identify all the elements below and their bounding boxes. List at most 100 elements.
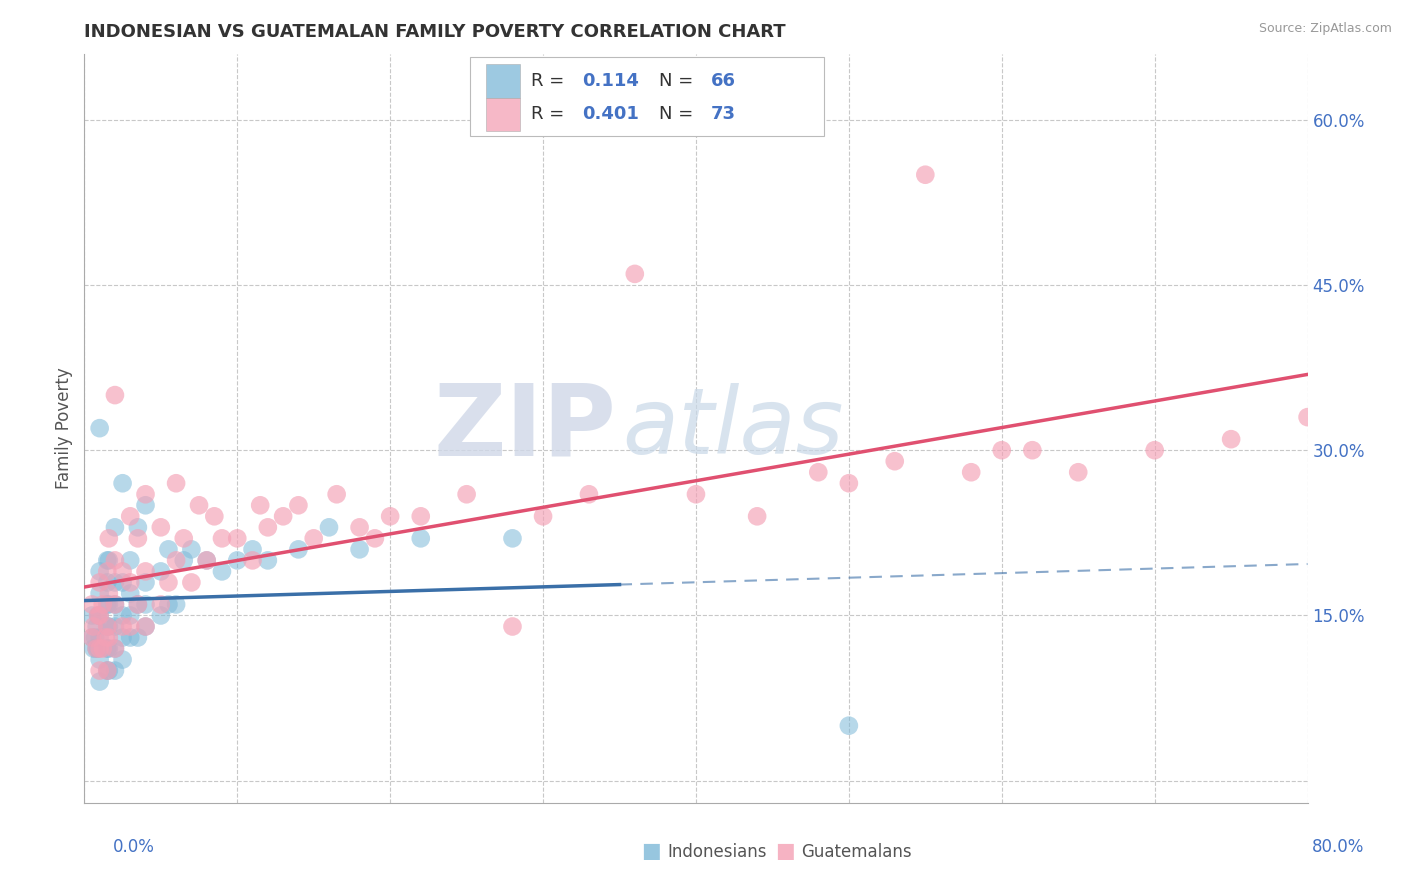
Point [1296, 410, 1319, 425]
Text: INDONESIAN VS GUATEMALAN FAMILY POVERTY CORRELATION CHART: INDONESIAN VS GUATEMALAN FAMILY POVERTY … [84, 23, 786, 41]
Point [195, 553, 218, 567]
Point [96, 553, 118, 567]
Point [211, 565, 233, 579]
Point [91, 641, 114, 656]
Text: Indonesians: Indonesians [668, 843, 768, 861]
Point [180, 575, 202, 590]
Point [135, 598, 157, 612]
Point [80, 608, 103, 623]
Point [287, 542, 309, 557]
Point [104, 641, 127, 656]
Point [531, 509, 554, 524]
Point [120, 509, 142, 524]
Point [104, 553, 127, 567]
FancyBboxPatch shape [485, 97, 520, 131]
Point [80, 631, 103, 645]
Text: Source: ZipAtlas.com: Source: ZipAtlas.com [1258, 22, 1392, 36]
Point [104, 641, 127, 656]
Point [94, 631, 117, 645]
Point [173, 532, 195, 546]
Point [104, 388, 127, 402]
Point [135, 619, 157, 633]
Text: ■: ■ [641, 841, 661, 861]
Point [1143, 443, 1166, 458]
Point [180, 542, 202, 557]
Text: 0.114: 0.114 [582, 72, 640, 90]
Point [87, 608, 110, 623]
Point [456, 487, 478, 501]
Point [120, 575, 142, 590]
Point [89, 421, 111, 435]
Point [135, 565, 157, 579]
Text: 73: 73 [710, 105, 735, 123]
Point [89, 674, 111, 689]
FancyBboxPatch shape [485, 64, 520, 98]
Point [257, 520, 280, 534]
Text: N =: N = [659, 72, 699, 90]
Point [127, 532, 149, 546]
Point [302, 532, 325, 546]
Point [96, 664, 118, 678]
Point [83, 641, 105, 656]
Point [188, 498, 211, 512]
Point [96, 575, 118, 590]
Point [89, 586, 111, 600]
Point [120, 631, 142, 645]
Point [202, 509, 225, 524]
Point [349, 520, 371, 534]
Point [120, 619, 142, 633]
Point [249, 498, 271, 512]
Point [502, 532, 524, 546]
Point [135, 487, 157, 501]
Point [242, 553, 264, 567]
Point [80, 598, 103, 612]
Point [97, 532, 120, 546]
Point [97, 664, 120, 678]
Point [226, 532, 249, 546]
Point [111, 476, 134, 491]
Point [104, 575, 127, 590]
Point [173, 553, 195, 567]
Point [89, 608, 111, 623]
Point [96, 641, 118, 656]
Point [271, 509, 294, 524]
Point [97, 619, 120, 633]
Y-axis label: Family Poverty: Family Poverty [55, 368, 73, 489]
Point [226, 553, 249, 567]
Point [97, 631, 120, 645]
Point [165, 598, 187, 612]
Point [104, 619, 127, 633]
Point [685, 487, 707, 501]
Point [89, 575, 111, 590]
Point [89, 565, 111, 579]
Point [127, 598, 149, 612]
Point [120, 608, 142, 623]
Point [86, 641, 108, 656]
Point [135, 619, 157, 633]
Point [807, 465, 830, 479]
Point [325, 487, 347, 501]
Point [157, 542, 180, 557]
Text: 66: 66 [710, 72, 735, 90]
Point [149, 520, 172, 534]
Point [111, 631, 134, 645]
Point [838, 476, 860, 491]
Point [624, 267, 647, 281]
Point [89, 631, 111, 645]
Point [157, 575, 180, 590]
Point [287, 498, 309, 512]
Point [578, 487, 600, 501]
Point [149, 608, 172, 623]
Point [211, 532, 233, 546]
Point [111, 565, 134, 579]
Point [1067, 465, 1090, 479]
Point [165, 553, 187, 567]
Point [80, 631, 103, 645]
Point [97, 641, 120, 656]
Point [120, 553, 142, 567]
Point [96, 619, 118, 633]
Point [111, 652, 134, 666]
Point [87, 608, 110, 623]
Point [149, 565, 172, 579]
Point [96, 565, 118, 579]
